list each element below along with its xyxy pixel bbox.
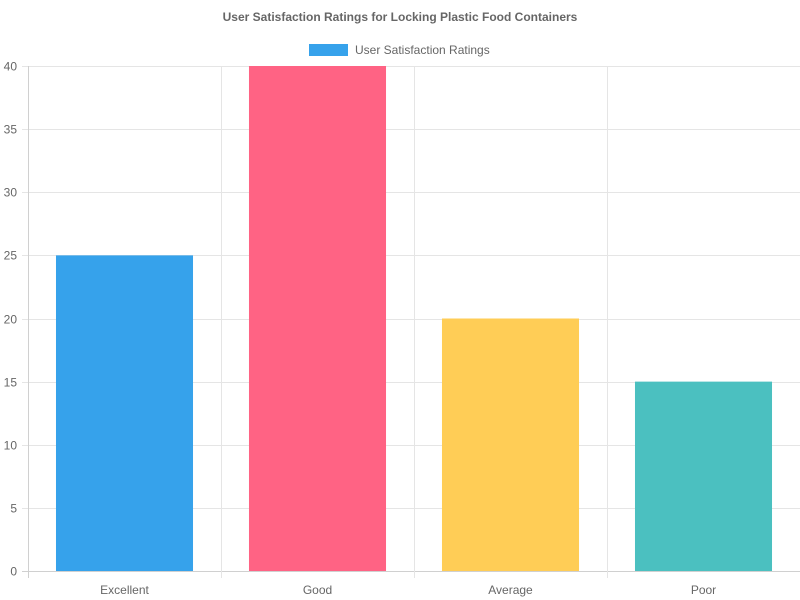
bar-poor[interactable] xyxy=(634,381,773,571)
legend[interactable]: User Satisfaction Ratings xyxy=(309,43,490,57)
x-axis: Excellent Good Average Poor xyxy=(100,583,716,597)
y-tick-label: 25 xyxy=(4,249,18,263)
bar-excellent[interactable] xyxy=(55,255,194,571)
y-tick-label: 0 xyxy=(10,565,17,579)
bar-good[interactable] xyxy=(248,66,387,571)
y-tick-label: 40 xyxy=(4,60,18,74)
x-tick-label: Good xyxy=(303,583,332,597)
bars xyxy=(55,66,773,572)
y-tick-label: 15 xyxy=(4,376,18,390)
bar-average[interactable] xyxy=(441,318,580,572)
y-tick-label: 5 xyxy=(10,502,17,516)
legend-swatch[interactable] xyxy=(309,44,348,56)
y-tick-label: 35 xyxy=(4,123,18,137)
y-tick-label: 10 xyxy=(4,439,18,453)
legend-label[interactable]: User Satisfaction Ratings xyxy=(355,43,490,57)
x-tick-label: Excellent xyxy=(100,583,149,597)
chart-title: User Satisfaction Ratings for Locking Pl… xyxy=(223,10,578,24)
y-tick-label: 20 xyxy=(4,313,18,327)
y-tick-label: 30 xyxy=(4,186,18,200)
x-tick-label: Poor xyxy=(691,583,716,597)
x-tick-label: Average xyxy=(488,583,533,597)
y-axis: 0 5 10 15 20 25 30 35 40 xyxy=(4,60,18,579)
